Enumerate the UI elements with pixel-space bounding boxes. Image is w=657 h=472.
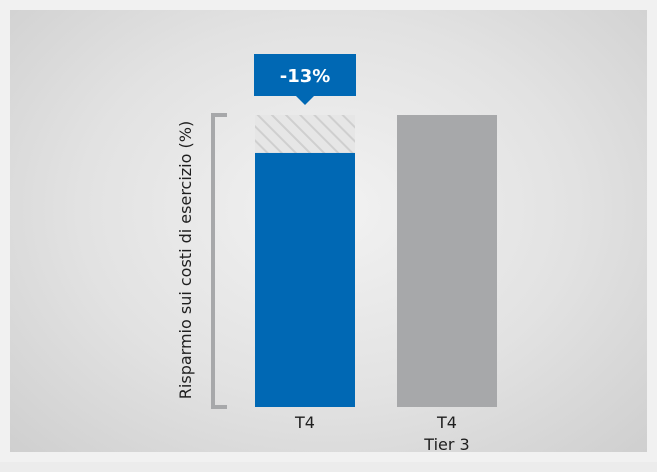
callout-label: -13% (280, 66, 331, 87)
x-tick-label: T4 (294, 413, 315, 432)
bar-savings-hatch (255, 115, 355, 153)
y-axis-label: Risparmio sui costi di esercizio (%) (176, 121, 195, 399)
savings-callout: -13% (254, 54, 356, 105)
bar-t4-tier3 (397, 115, 497, 407)
y-axis-bracket (211, 113, 227, 409)
callout-box (254, 54, 356, 105)
bar-t4 (255, 152, 355, 407)
x-tick-label: T4 (436, 413, 457, 432)
chart-frame: Risparmio sui costi di esercizio (%) T4 T… (0, 0, 657, 462)
bar-chart: Risparmio sui costi di esercizio (%) T4 T… (176, 54, 497, 454)
x-tick-sublabel: Tier 3 (423, 435, 469, 454)
